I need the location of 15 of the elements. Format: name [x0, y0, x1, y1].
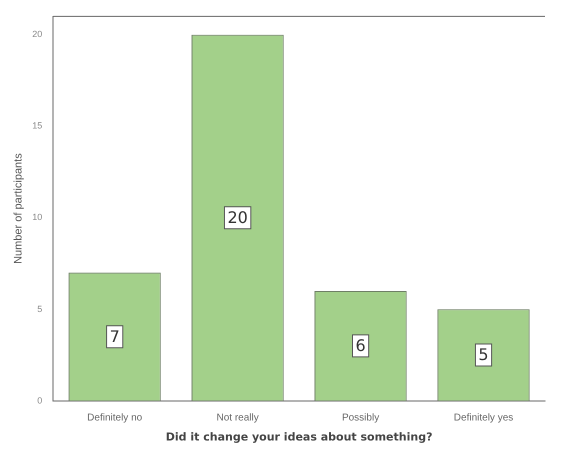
data-label: 20: [227, 208, 248, 227]
data-label: 7: [110, 326, 120, 346]
y-axis-title: Number of participants: [12, 152, 25, 264]
x-tick-label: Definitely yes: [454, 412, 514, 424]
y-tick-label: 10: [32, 212, 42, 222]
x-tick-label: Definitely no: [87, 412, 143, 424]
y-tick-label: 5: [37, 304, 42, 314]
y-tick-label: 15: [32, 120, 42, 131]
data-label: 5: [478, 345, 489, 364]
x-tick-label: Possibly: [342, 412, 380, 424]
y-tick-label: 0: [37, 395, 42, 406]
data-label: 6: [355, 336, 366, 356]
x-tick-label: Not really: [216, 412, 259, 424]
x-axis-title: Did it change your ideas about something?: [166, 430, 432, 444]
y-tick-label: 20: [32, 29, 42, 40]
